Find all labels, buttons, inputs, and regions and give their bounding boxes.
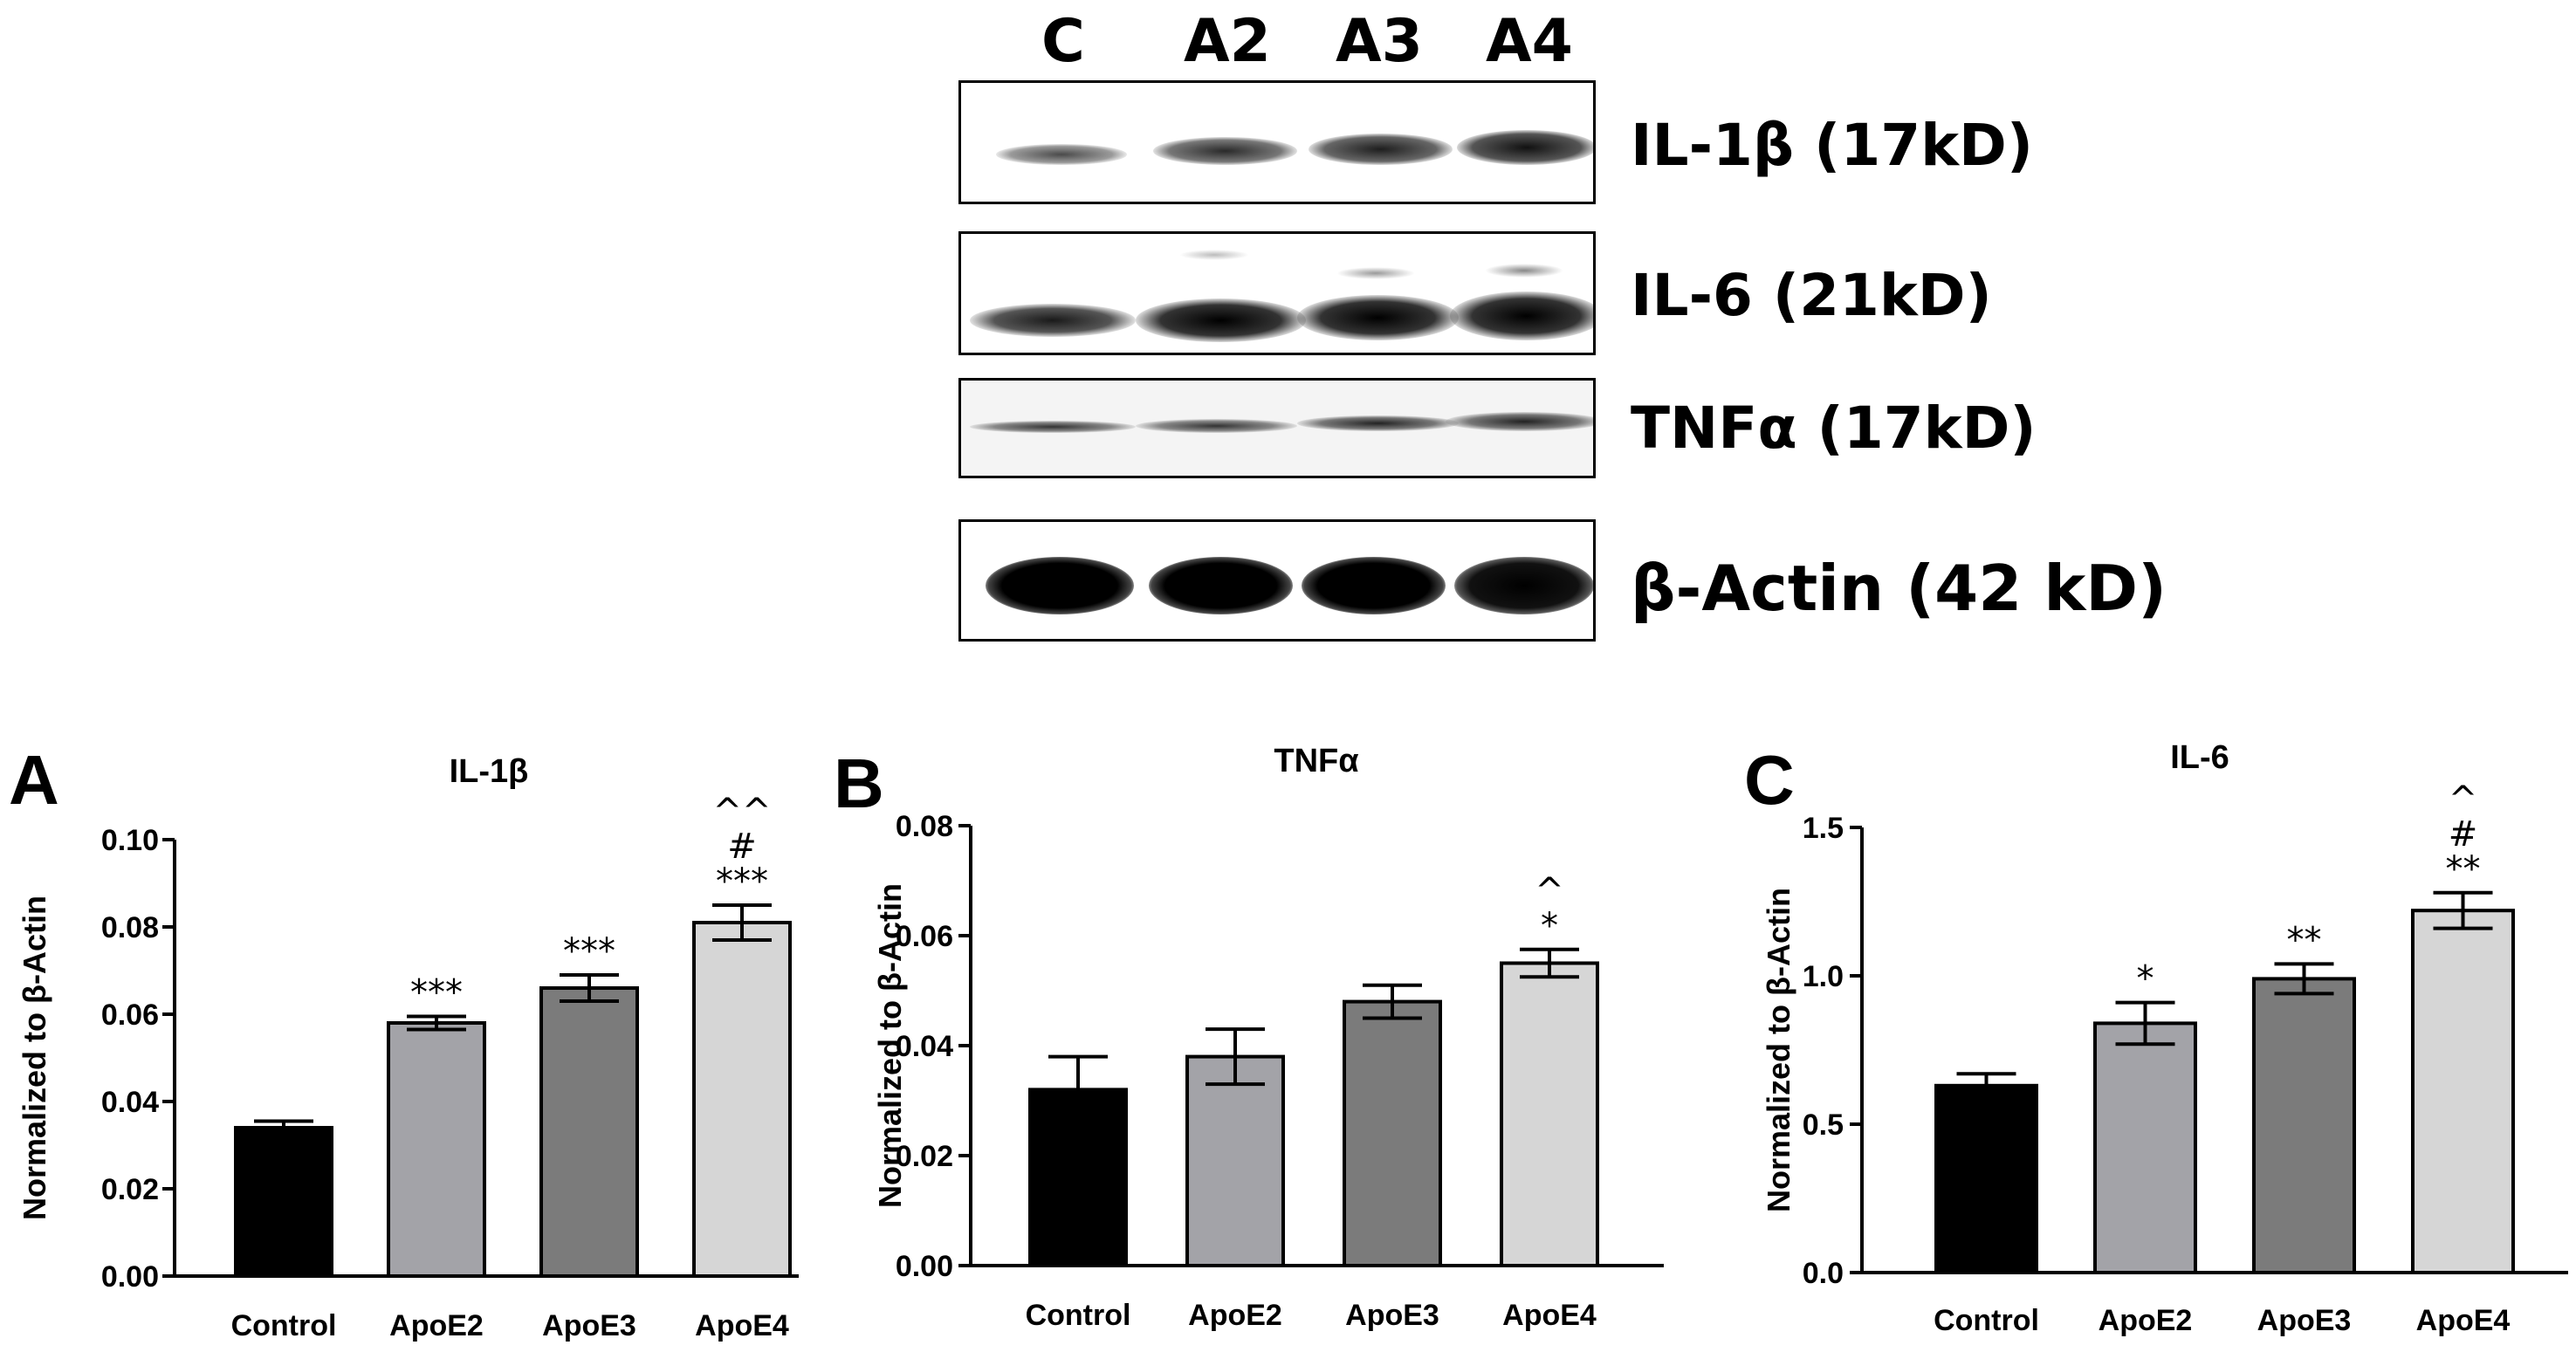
y-tick-label: 0.5 — [1803, 1108, 1844, 1142]
blot-beta-actin — [958, 519, 1596, 642]
x-tick-label: Control — [231, 1309, 337, 1342]
x-tick-label: ApoE4 — [1502, 1299, 1597, 1332]
bar — [2411, 909, 2515, 1274]
x-tick-label: ApoE3 — [542, 1309, 636, 1342]
significance-label: ^ — [2449, 779, 2478, 820]
lane-label-control: C — [1041, 7, 1085, 76]
bar — [1934, 1083, 2038, 1275]
blot-label-il1b: IL-1β (17kD) — [1631, 112, 2034, 179]
chart-title: TNFα — [1274, 743, 1358, 779]
y-tick-label: 0.0 — [1803, 1257, 1844, 1290]
y-tick-label: 0.06 — [101, 999, 159, 1032]
y-tick-label: 0.08 — [101, 911, 159, 944]
y-tick-label: 0.10 — [101, 824, 159, 857]
y-tick-label: 1.5 — [1803, 812, 1844, 845]
band — [1336, 267, 1415, 279]
bar — [1500, 961, 1599, 1267]
lane-label-a4: A4 — [1486, 7, 1573, 76]
blot-il6 — [958, 231, 1596, 355]
band — [1153, 137, 1297, 165]
blot-il1b — [958, 80, 1596, 204]
bar — [2252, 977, 2356, 1275]
band — [1149, 557, 1293, 614]
band — [1136, 299, 1306, 342]
band — [986, 557, 1134, 614]
significance-label: # — [727, 827, 757, 867]
significance-label: * — [1541, 906, 1558, 946]
band — [1485, 264, 1563, 278]
bar — [234, 1126, 333, 1278]
band — [996, 144, 1127, 165]
y-tick-label: 0.00 — [896, 1250, 953, 1283]
band — [1302, 557, 1446, 614]
band — [1179, 250, 1249, 260]
band — [1297, 415, 1459, 431]
y-axis-label: Normalized to β-Actin — [872, 883, 908, 1208]
significance-label: * — [2137, 959, 2154, 999]
panel-letter-c: C — [1744, 741, 1795, 819]
significance-label: *** — [563, 931, 615, 971]
band — [1457, 130, 1593, 165]
y-tick-label: 0.00 — [101, 1260, 159, 1294]
x-tick-label: ApoE2 — [389, 1309, 484, 1342]
band — [1446, 412, 1593, 431]
x-tick-label: ApoE3 — [1345, 1299, 1439, 1332]
x-tick-label: Control — [1934, 1304, 2039, 1337]
significance-label: ^ — [1535, 871, 1564, 911]
significance-label: ** — [2287, 920, 2322, 960]
lane-label-a2: A2 — [1184, 7, 1271, 76]
x-tick-label: ApoE2 — [1188, 1299, 1282, 1332]
x-tick-label: ApoE2 — [2099, 1304, 2193, 1337]
panel-letter-b: B — [834, 745, 884, 822]
y-tick-label: 0.06 — [896, 920, 953, 953]
y-tick-label: 0.02 — [896, 1140, 953, 1173]
y-tick-label: 0.02 — [101, 1173, 159, 1206]
x-tick-label: Control — [1026, 1299, 1131, 1332]
significance-label: *** — [410, 973, 463, 1013]
y-axis-label: Normalized to β-Actin — [1761, 888, 1796, 1212]
x-tick-label: ApoE3 — [2257, 1304, 2352, 1337]
bar — [387, 1021, 486, 1278]
bar — [692, 921, 792, 1278]
band — [970, 304, 1136, 337]
bar — [539, 986, 639, 1278]
blot-label-il6: IL-6 (21kD) — [1631, 262, 1992, 329]
bar — [2093, 1021, 2197, 1275]
lane-label-a3: A3 — [1336, 7, 1423, 76]
blot-label-beta-actin: β-Actin (42 kD) — [1631, 552, 2167, 625]
band — [1309, 134, 1453, 165]
x-tick-label: ApoE4 — [2416, 1304, 2511, 1337]
band — [1450, 292, 1593, 340]
significance-label: ^^ — [712, 792, 771, 832]
y-tick-label: 1.0 — [1803, 960, 1844, 993]
significance-label: ** — [2446, 849, 2481, 889]
chart-title: IL-1β — [450, 753, 529, 790]
band — [1136, 419, 1297, 433]
significance-label: # — [2449, 814, 2478, 854]
y-tick-label: 0.08 — [896, 810, 953, 843]
y-tick-label: 0.04 — [896, 1030, 953, 1063]
band — [1454, 557, 1593, 614]
blot-tnfa — [958, 378, 1596, 478]
chart-title: IL-6 — [2170, 739, 2229, 776]
significance-label: *** — [716, 861, 768, 902]
bar — [1185, 1054, 1285, 1267]
panel-letter-a: A — [9, 741, 59, 819]
band — [1297, 295, 1459, 340]
y-tick-label: 0.04 — [101, 1086, 159, 1119]
band — [970, 421, 1136, 433]
x-tick-label: ApoE4 — [695, 1309, 789, 1342]
blot-label-tnfa: TNFα (17kD) — [1631, 395, 2037, 462]
y-axis-label: Normalized to β-Actin — [17, 896, 52, 1220]
bar — [1343, 999, 1442, 1267]
